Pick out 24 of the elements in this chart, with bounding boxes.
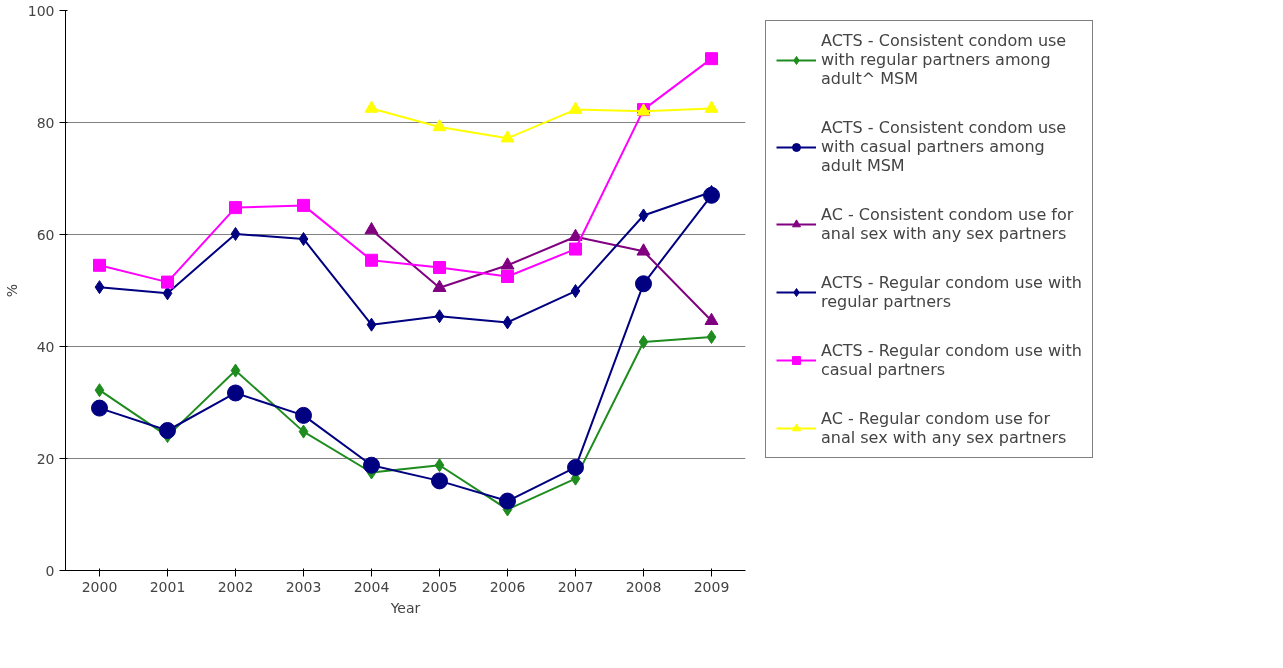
legend-label: ACTS - Consistent condom use with regular partners among adult^ MSM <box>821 31 1067 88</box>
x-tick-label: 2001 <box>149 578 186 595</box>
x-tick-label: 2002 <box>217 578 254 595</box>
legend-label: ACTS - Consistent condom use with casual partners among adult MSM <box>821 118 1067 175</box>
y-tick-label: 100 <box>27 2 55 19</box>
y-tick-label: 60 <box>36 226 55 243</box>
y-tick-label: 20 <box>36 450 55 467</box>
y-tick-label: 80 <box>36 114 55 131</box>
legend-label: AC - Consistent condom use for anal sex with any sex partners <box>821 205 1074 243</box>
x-tick-label: 2005 <box>421 578 458 595</box>
y-tick-label: 40 <box>36 338 55 355</box>
x-tick-label: 2007 <box>557 578 594 595</box>
legend-label: ACTS - Regular condom use with regular partners <box>821 273 1082 311</box>
x-tick-label: 2006 <box>489 578 526 595</box>
x-tick-label: 2000 <box>81 578 118 595</box>
x-tick-label: 2009 <box>693 578 730 595</box>
x-tick-label: 2008 <box>625 578 662 595</box>
x-tick-label: 2003 <box>285 578 322 595</box>
legend-label: AC - Regular condom use for anal sex with any sex partners <box>821 409 1067 447</box>
x-tick-label: 2004 <box>353 578 390 595</box>
y-tick-label: 0 <box>45 562 55 579</box>
x-axis-title: Year <box>389 599 421 616</box>
y-axis-title: % <box>3 283 20 298</box>
legend-label: ACTS - Regular condom use with casual partners <box>821 341 1082 379</box>
